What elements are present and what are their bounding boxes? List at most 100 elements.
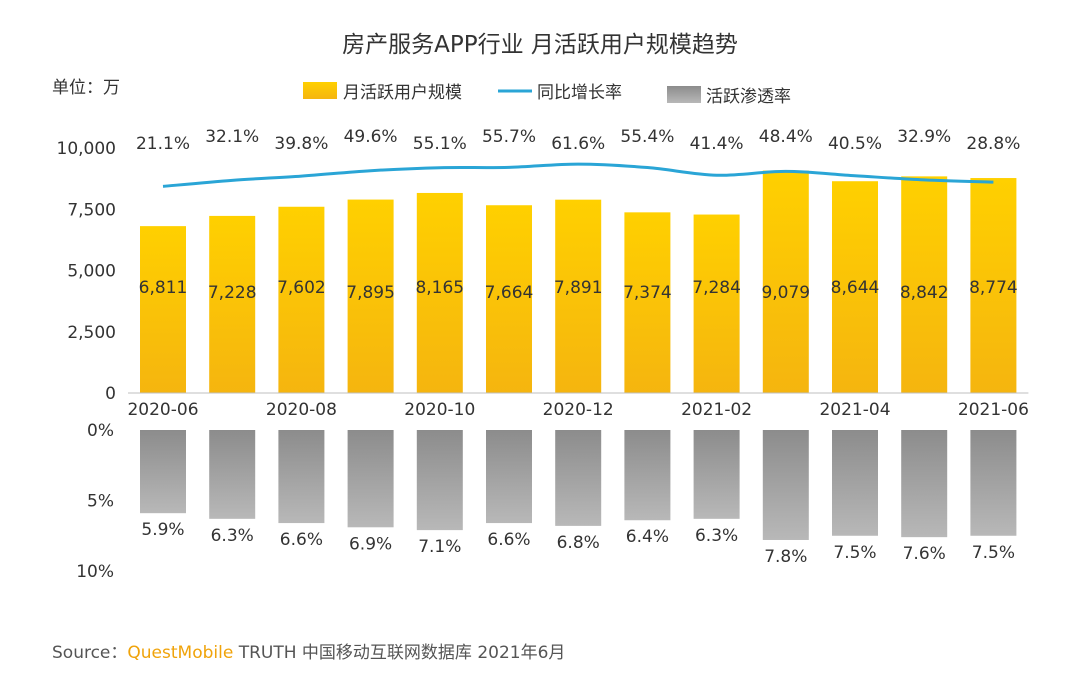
- yoy-point-label: 55.7%: [482, 127, 536, 147]
- bottom-y-axis: 0% 5% 10%: [76, 421, 114, 582]
- legend-mau-label: 月活跃用户规模: [343, 83, 462, 103]
- legend-mau-swatch: [303, 82, 337, 99]
- yoy-point-label: 55.4%: [620, 127, 674, 147]
- yoy-point-label: 55.1%: [413, 134, 467, 154]
- mau-bar: [624, 212, 671, 393]
- penetration-bar-label: 7.5%: [833, 543, 876, 563]
- mau-bar-label: 9,079: [761, 283, 810, 303]
- penetration-bar: [140, 430, 186, 514]
- legend-penetration-label: 活跃渗透率: [706, 87, 791, 107]
- penetration-bar: [970, 430, 1017, 536]
- penetration-bar-label: 6.3%: [695, 526, 738, 546]
- yoy-point-label: 41.4%: [690, 134, 744, 154]
- legend-yoy-label: 同比增长率: [537, 83, 622, 103]
- mau-bar-label: 7,602: [277, 278, 326, 298]
- penetration-bar-label: 6.4%: [626, 527, 669, 547]
- mau-bar-label: 6,811: [139, 278, 188, 298]
- penetration-bar: [762, 430, 809, 540]
- yoy-point-label: 40.5%: [828, 134, 882, 154]
- top-y-tick-label: 10,000: [57, 139, 116, 159]
- mau-bar: [209, 215, 256, 393]
- source-brand: QuestMobile: [127, 643, 234, 663]
- mau-bar-label: 8,165: [415, 278, 464, 298]
- mau-bar: [278, 206, 325, 393]
- top-y-axis: 0 2,500 5,000 7,500 10,000: [57, 139, 116, 404]
- x-tick-label: 2021-02: [681, 400, 752, 420]
- x-tick-label: 2021-06: [958, 400, 1029, 420]
- mau-bar-label: 7,664: [485, 283, 534, 303]
- yoy-point-label: 28.8%: [966, 134, 1020, 154]
- penetration-bars: [140, 430, 1017, 540]
- penetration-bar: [555, 430, 602, 526]
- mau-bar-label: 7,895: [346, 283, 395, 303]
- legend-penetration-swatch: [667, 86, 701, 103]
- penetration-bar-label: 6.3%: [211, 526, 254, 546]
- source-prefix: Source：: [52, 643, 128, 663]
- mau-bar: [970, 178, 1017, 393]
- penetration-bar-label: 7.8%: [764, 547, 807, 567]
- penetration-bar: [278, 430, 325, 524]
- mau-bar-label: 7,284: [692, 278, 741, 298]
- penetration-bar: [347, 430, 394, 528]
- penetration-bar-label: 7.6%: [903, 544, 946, 564]
- penetration-bar-label: 6.6%: [280, 530, 323, 550]
- penetration-bar: [209, 430, 256, 519]
- mau-bar: [693, 214, 740, 393]
- x-tick-label: 2021-04: [819, 400, 890, 420]
- penetration-bar-label: 6.8%: [557, 533, 600, 553]
- mau-bar: [901, 176, 948, 393]
- x-tick-label: 2020-08: [266, 400, 337, 420]
- yoy-point-label: 32.1%: [205, 127, 259, 147]
- yoy-line: [162, 162, 994, 188]
- source-note: Source：QuestMobile TRUTH 中国移动互联网数据库 2021…: [52, 638, 565, 663]
- bottom-y-tick-label: 10%: [76, 562, 114, 582]
- mau-bar: [486, 205, 532, 393]
- penetration-bar: [416, 430, 463, 531]
- unit-label: 单位：万: [52, 78, 120, 98]
- mau-bar-label: 7,374: [623, 283, 672, 303]
- mau-bar: [347, 199, 394, 393]
- mau-bar: [762, 170, 809, 393]
- mau-bar: [140, 226, 186, 393]
- yoy-point-label: 39.8%: [274, 134, 328, 154]
- bottom-y-tick-label: 0%: [87, 421, 114, 441]
- penetration-bar: [693, 430, 740, 519]
- legend: 月活跃用户规模 同比增长率 活跃渗透率: [303, 82, 791, 107]
- mau-bar-label: 8,644: [831, 278, 880, 298]
- top-y-tick-label: 7,500: [67, 200, 116, 220]
- top-y-tick-label: 2,500: [67, 323, 116, 343]
- mau-labels: 6,811 7,228 7,602 7,895 8,165 7,664 7,891 7,374…: [139, 278, 1018, 303]
- yoy-point-label: 61.6%: [551, 134, 605, 154]
- penetration-bar-label: 7.5%: [972, 543, 1015, 563]
- mau-bar: [416, 192, 463, 393]
- source-rest: TRUTH 中国移动互联网数据库 2021年6月: [233, 643, 566, 663]
- mau-trend-chart: 房产服务APP行业 月活跃用户规模趋势 单位：万 月活跃用户规模 同比增长率 活…: [52, 32, 1029, 582]
- yoy-point-label: 49.6%: [344, 127, 398, 147]
- top-y-tick-label: 5,000: [67, 262, 116, 282]
- chart-title: 房产服务APP行业 月活跃用户规模趋势: [342, 32, 738, 58]
- mau-bar-label: 7,228: [208, 283, 257, 303]
- x-tick-label: 2020-10: [404, 400, 475, 420]
- top-y-tick-label: 0: [105, 384, 116, 404]
- penetration-bar-label: 5.9%: [141, 520, 184, 540]
- penetration-bar-label: 6.6%: [487, 530, 530, 550]
- x-tick-label: 2020-06: [127, 400, 198, 420]
- mau-bar: [832, 181, 878, 393]
- mau-bar-label: 7,891: [554, 278, 603, 298]
- penetration-labels: 5.9% 6.3% 6.6% 6.9% 7.1% 6.6% 6.8% 6.4% 6.3% 7.8%…: [141, 520, 1015, 567]
- mau-bars: [140, 170, 1017, 393]
- yoy-point-label: 32.9%: [897, 127, 951, 147]
- mau-bar-label: 8,774: [969, 278, 1018, 298]
- penetration-bar: [901, 430, 948, 538]
- penetration-bar-label: 6.9%: [349, 534, 392, 554]
- yoy-point-label: 21.1%: [136, 134, 190, 154]
- penetration-bar: [486, 430, 532, 524]
- yoy-point-label: 48.4%: [759, 127, 813, 147]
- yoy-line-group: 21.1% 32.1% 39.8% 49.6% 55.1% 55.7% 61.6% 55.4%…: [136, 127, 1020, 188]
- x-axis: 2020-06 2020-08 2020-10 2020-12 2021-02 2021-…: [127, 392, 1029, 420]
- mau-bar: [555, 199, 602, 393]
- penetration-bar: [624, 430, 671, 521]
- penetration-bar: [832, 430, 878, 536]
- penetration-bar-label: 7.1%: [418, 537, 461, 557]
